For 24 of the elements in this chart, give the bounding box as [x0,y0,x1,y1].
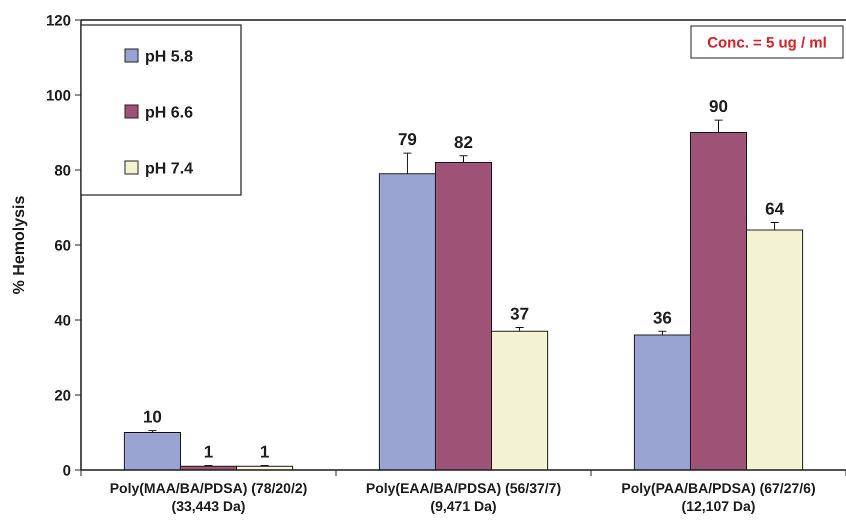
data-label: 79 [398,130,417,150]
y-tick-label: 60 [54,237,71,254]
y-tick-label: 40 [54,312,71,330]
y-tick-label: 100 [46,87,71,104]
data-label: 1 [204,442,214,462]
data-label: 37 [510,304,530,324]
legend-label: pH 7.4 [145,160,194,178]
data-label: 36 [652,308,672,328]
x-tick-label: Poly(EAA/BA/PDSA) (56/37/7) (9,471 Da) [366,480,562,514]
data-label: 82 [454,132,473,152]
legend-label: pH 5.8 [145,48,194,66]
y-tick-label: 120 [46,12,71,30]
legend-label: pH 6.6 [145,104,194,122]
y-tick-label: 0 [62,462,71,480]
data-label: 64 [765,200,785,218]
x-tick-label: Poly(PAA/BA/PDSA) (67/27/6) (12,107 Da) [621,480,816,514]
data-label: 1 [260,442,270,462]
data-label: 90 [709,97,728,116]
x-tick-label: Poly(MAA/BA/PDSA) (78/20/2) (33,443 Da) [110,480,308,514]
y-tick-label: 80 [54,162,71,180]
data-label: 10 [142,408,162,427]
y-axis-title: % Hemolysis [11,196,28,294]
annotation: Conc. = 5 ug / ml [707,34,827,52]
y-tick-label: 20 [54,387,71,404]
